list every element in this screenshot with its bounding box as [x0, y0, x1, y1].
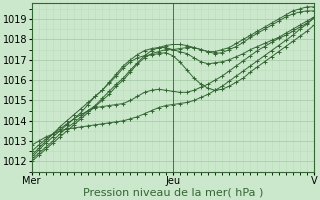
- X-axis label: Pression niveau de la mer( hPa ): Pression niveau de la mer( hPa ): [83, 187, 263, 197]
